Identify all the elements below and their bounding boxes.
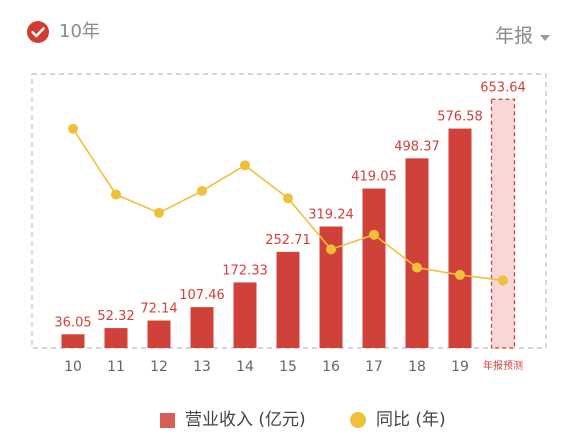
bars-layer [61,98,516,349]
x-tick-label: 18 [408,359,426,375]
chart-legend: 营业收入 (亿元) 同比 (年) [0,408,580,434]
revenue-bar[interactable] [405,158,429,348]
revenue-bar[interactable] [147,320,171,348]
x-tick-label: 16 [322,359,340,375]
bar-value-label: 252.71 [265,233,311,248]
bar-value-label: 107.46 [179,288,225,303]
x-tick-label: 12 [150,359,168,375]
bar-value-label: 172.33 [222,263,268,278]
x-tick-label: 13 [193,359,211,375]
yoy-point[interactable] [369,229,379,240]
legend-yoy-label: 同比 (年) [376,410,446,430]
forecast-bar[interactable] [490,98,516,349]
revenue-bar[interactable] [319,226,343,348]
bar-value-label: 36.05 [54,315,91,330]
legend-bar-swatch [160,412,175,428]
yoy-point[interactable] [412,262,422,273]
bar-value-label: 419.05 [351,170,397,185]
chevron-down-icon [540,34,550,41]
x-tick-label: 14 [236,359,254,375]
legend-item-yoy[interactable]: 同比 (年) [350,408,446,432]
yoy-point[interactable] [498,275,508,286]
x-tick-label: 11 [107,359,125,375]
report-type-label: 年报 [494,25,533,47]
yoy-point[interactable] [68,123,78,134]
revenue-bar[interactable] [104,328,128,348]
bar-value-label: 498.37 [394,139,440,154]
x-tick-label: 年报预测 [483,359,523,372]
bar-value-label: 319.24 [308,208,354,223]
x-tick-label: 17 [365,359,383,375]
yoy-point[interactable] [326,244,336,255]
legend-line-swatch [350,412,366,428]
x-tick-label: 15 [279,359,297,375]
yoy-point[interactable] [240,160,250,171]
line-layer [68,123,508,286]
yoy-point[interactable] [283,193,293,204]
legend-revenue-label: 营业收入 (亿元) [185,410,306,430]
check-circle-icon[interactable] [26,20,50,44]
revenue-bar[interactable] [448,128,472,348]
yoy-point[interactable] [111,189,121,200]
revenue-bar[interactable] [276,251,300,348]
report-type-dropdown[interactable]: 年报 [495,24,550,48]
yoy-point[interactable] [455,269,465,280]
revenue-bar[interactable] [233,282,257,348]
x-tick-label: 19 [451,359,469,375]
yoy-point[interactable] [154,207,164,218]
revenue-bar[interactable] [190,307,214,348]
bar-value-label: 576.58 [437,110,483,125]
x-axis: 10 11 12 13 14 15 16 17 18 19 年报预测 [64,359,523,375]
bar-value-label: 52.32 [97,309,134,324]
yoy-point[interactable] [197,185,207,196]
bar-value-label: 653.64 [480,80,526,95]
x-tick-label: 10 [64,359,82,375]
legend-item-revenue[interactable]: 营业收入 (亿元) [160,408,306,432]
revenue-bar[interactable] [61,334,85,348]
period-label[interactable]: 10年 [59,21,100,42]
revenue-bar[interactable] [362,188,386,348]
bar-value-label: 72.14 [140,302,177,317]
chart-header: 10年 年报 [0,0,580,62]
